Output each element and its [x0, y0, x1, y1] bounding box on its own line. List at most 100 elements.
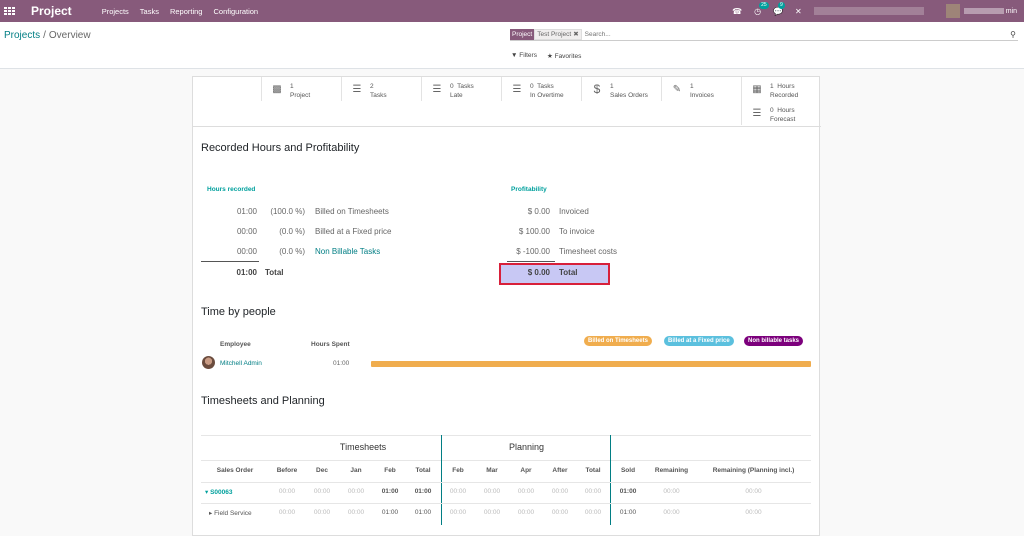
stat-button-tasks[interactable]: ☰ 2 Tasks [341, 77, 421, 101]
stat-button-hours-forecast[interactable]: ☰ 0 Hours Forecast [741, 101, 821, 125]
service-row-toggle[interactable]: ▸ Field Service [209, 509, 252, 517]
blurred-company[interactable] [813, 7, 924, 15]
puzzle-icon: ▩ [272, 84, 282, 95]
legend-billed-fixed-price: Billed at a Fixed price [664, 336, 734, 346]
stat-value-suffix: Hours [777, 107, 795, 114]
cell-value: 00:00 [663, 488, 680, 495]
remove-facet-icon[interactable]: ✖ [573, 30, 579, 38]
facet-value-text: Test Project [537, 30, 572, 38]
profit-amount: $ 100.00 [518, 226, 550, 236]
messages-badge: 9 [778, 1, 785, 9]
col-before: Before [276, 467, 298, 474]
search-options: ▼ Filters ★ Favorites [511, 52, 591, 60]
profit-amount: $ 0.00 [527, 206, 550, 216]
stat-value: 1 [290, 83, 294, 90]
profit-label: Invoiced [559, 206, 589, 216]
user-name-suffix[interactable]: min [1005, 7, 1017, 15]
col-total: Total [415, 467, 431, 474]
stat-label: Project [290, 92, 311, 99]
hours-total-label: Total [265, 267, 284, 277]
cell-value: 01:00 [381, 488, 399, 495]
activity-badge: 25 [759, 1, 769, 9]
breadcrumb-projects[interactable]: Projects [4, 30, 41, 41]
profit-label: To invoice [559, 226, 595, 236]
cell-value: 00:00 [663, 509, 680, 516]
tasks-icon: ☰ [752, 108, 762, 119]
stat-button-sales-orders[interactable]: $ 1 Sales Orders [581, 77, 661, 101]
stat-label: Late [450, 92, 463, 99]
section-title-recorded: Recorded Hours and Profitability [201, 142, 360, 154]
activity-icon[interactable]: ◷ 25 [754, 1, 769, 16]
apps-menu-icon[interactable] [4, 7, 15, 15]
filters-label: Filters [519, 52, 537, 59]
stat-value: 0 [770, 107, 774, 114]
cell-value: 00:00 [278, 488, 296, 495]
stat-button-hours-recorded[interactable]: ▦ 1 Hours Recorded [741, 77, 821, 101]
table-divider [201, 482, 811, 483]
search-facet-label: Project [510, 28, 535, 40]
non-billable-tasks-link[interactable]: Non Billable Tasks [315, 246, 381, 256]
profit-row: $ -100.00 Timesheet costs [493, 246, 617, 256]
employee-avatar [202, 356, 215, 369]
table-divider [201, 503, 811, 504]
stat-button-project[interactable]: ▩ 1 Project [261, 77, 341, 101]
employee-column-header: Employee [220, 341, 251, 348]
edit-icon: ✎ [672, 84, 682, 95]
search-bar: Project Test Project✖ ⚲ [510, 28, 1018, 41]
profit-total-label: Total [559, 267, 578, 277]
phone-icon[interactable]: ☎ [732, 6, 743, 16]
blurred-username[interactable] [963, 8, 1004, 14]
stat-label: Recorded [770, 92, 799, 99]
search-icon[interactable]: ⚲ [1010, 29, 1016, 39]
chat-icon[interactable]: 💬 9 [773, 1, 785, 16]
menu-tasks[interactable]: Tasks [139, 6, 159, 16]
legend-non-billable: Non billable tasks [744, 336, 804, 346]
col-jan: Jan [350, 467, 362, 474]
menu-reporting[interactable]: Reporting [169, 6, 203, 16]
cell-value: 00:00 [449, 488, 467, 495]
menu-projects[interactable]: Projects [101, 6, 129, 16]
cell-value: 01:00 [619, 509, 637, 516]
col-feb: Feb [384, 467, 396, 474]
hours-spent-column-header: Hours Spent [311, 341, 350, 348]
favorites-label: Favorites [554, 53, 582, 60]
hours-pct: (0.0 %) [279, 246, 305, 256]
service-name: Field Service [214, 510, 252, 517]
cell-value: 01:00 [414, 488, 432, 495]
timesheets-separator [441, 435, 442, 525]
stat-button-tasks-late[interactable]: ☰ 0 Tasks Late [421, 77, 501, 101]
hours-value: 00:00 [236, 246, 257, 256]
profit-total-highlight [499, 263, 610, 285]
profit-amount: $ -100.00 [516, 246, 550, 256]
overview-sheet: ▩ 1 Project ☰ 2 Tasks ☰ 0 Tasks Late ☰ 0 Ta… [192, 76, 821, 536]
col-plan-mar: Mar [486, 467, 498, 474]
profit-total-row: $ 0.00 Total [493, 267, 578, 277]
search-input[interactable] [584, 30, 1011, 38]
cell-value: 00:00 [347, 488, 365, 495]
stat-button-invoices[interactable]: ✎ 1 Invoices [661, 77, 741, 101]
cell-value: 00:00 [347, 509, 365, 516]
search-facet-value: Test Project ✖ [534, 28, 582, 40]
sales-order-link[interactable]: S00063 [210, 489, 233, 496]
close-icon[interactable]: ✕ [795, 6, 802, 16]
sales-order-row-toggle[interactable]: ▾ S00063 [205, 488, 233, 496]
control-panel: Projects / Overview Project Test Project ✖ … [0, 22, 1024, 69]
favorites-button[interactable]: ★ Favorites [547, 52, 581, 60]
hours-pct: (0.0 %) [279, 226, 305, 236]
hours-row: 01:00 (100.0 %) Billed on Timesheets [201, 206, 389, 216]
stat-buttons: ▩ 1 Project ☰ 2 Tasks ☰ 0 Tasks Late ☰ 0 Ta… [193, 77, 821, 127]
col-remaining-planning: Remaining (Planning incl.) [712, 467, 795, 474]
menu-configuration[interactable]: Configuration [213, 6, 259, 16]
stat-label: In Overtime [530, 92, 564, 99]
hours-value: 01:00 [236, 206, 257, 216]
hours-row: 00:00 (0.0 %) Non Billable Tasks [201, 246, 380, 256]
user-avatar[interactable] [945, 4, 960, 18]
profit-row: $ 0.00 Invoiced [493, 206, 589, 216]
cell-value: 00:00 [517, 509, 535, 516]
caret-right-icon: ▸ [209, 510, 213, 517]
section-title-time-by-people: Time by people [201, 306, 276, 318]
stat-button-tasks-overtime[interactable]: ☰ 0 Tasks In Overtime [501, 77, 581, 101]
filters-button[interactable]: ▼ Filters [511, 52, 537, 60]
employee-hours-bar [371, 361, 811, 367]
employee-link[interactable]: Mitchell Admin [220, 360, 262, 367]
